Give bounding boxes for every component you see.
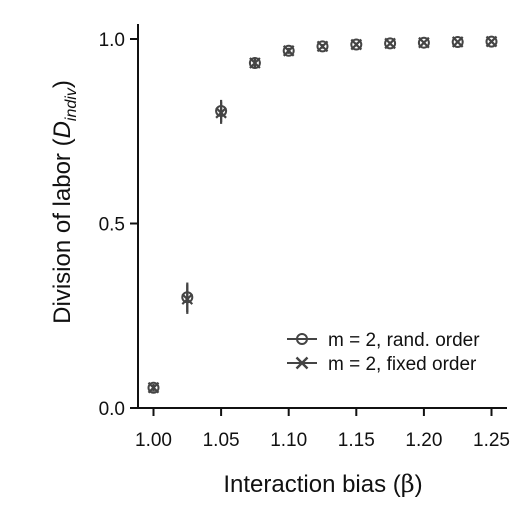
y-label-subscript: indiv bbox=[63, 87, 80, 121]
legend-x-marker bbox=[295, 356, 309, 370]
legend-label-fixed: m = 2, fixed order bbox=[328, 354, 477, 375]
x-tick-label: 1.20 bbox=[405, 430, 442, 451]
data-point-circle bbox=[451, 35, 464, 48]
x-ticks: 1.00 1.05 1.10 1.15 1.20 1.25 bbox=[135, 408, 510, 451]
data-point-circle bbox=[485, 35, 498, 48]
data-point-circle bbox=[282, 44, 295, 57]
beta-symbol: β bbox=[401, 470, 415, 498]
legend-item-fixed-order: m = 2, fixed order bbox=[287, 354, 477, 375]
data-point-x bbox=[485, 35, 498, 48]
data-point-x bbox=[282, 45, 295, 57]
x-tick-label: 1.05 bbox=[203, 430, 240, 451]
data-point-x bbox=[181, 293, 194, 305]
legend-circle-marker bbox=[296, 333, 308, 345]
legend-label-rand: m = 2, rand. order bbox=[328, 330, 480, 351]
y-ticks: 0.0 0.5 1.0 bbox=[99, 30, 138, 420]
data-point-circle bbox=[248, 56, 261, 69]
x-tick-label: 1.15 bbox=[338, 430, 375, 451]
x-axis-label: Interaction bias (β) bbox=[223, 470, 422, 498]
y-tick-label: 1.0 bbox=[99, 30, 125, 51]
data-point-circle bbox=[147, 381, 160, 394]
y-label-close: ) bbox=[49, 80, 76, 88]
data-point-x bbox=[418, 36, 430, 49]
x-tick-label: 1.25 bbox=[473, 430, 510, 451]
data-point-x bbox=[316, 40, 329, 53]
data-point-circle bbox=[350, 38, 363, 51]
legend: m = 2, rand. order m = 2, fixed order bbox=[287, 330, 480, 375]
y-label-D: D bbox=[49, 121, 76, 138]
data-point-x bbox=[249, 57, 261, 69]
y-tick-label: 0.0 bbox=[99, 399, 125, 420]
data-point-circle bbox=[316, 40, 329, 53]
series-layer bbox=[147, 35, 498, 394]
data-point-x bbox=[350, 38, 363, 51]
y-tick-label: 0.5 bbox=[99, 215, 125, 236]
legend-item-rand-order: m = 2, rand. order bbox=[287, 330, 480, 351]
data-point-x bbox=[147, 381, 160, 394]
x-tick-label: 1.00 bbox=[135, 430, 172, 451]
data-point-x bbox=[215, 107, 227, 119]
y-axis-label: Division of labor (Dindiv) bbox=[49, 80, 80, 324]
x-tick-label: 1.10 bbox=[270, 430, 307, 451]
data-point-circle bbox=[417, 36, 430, 49]
data-point-circle bbox=[384, 37, 397, 50]
data-point-x bbox=[384, 37, 396, 50]
data-point-x bbox=[451, 36, 464, 48]
